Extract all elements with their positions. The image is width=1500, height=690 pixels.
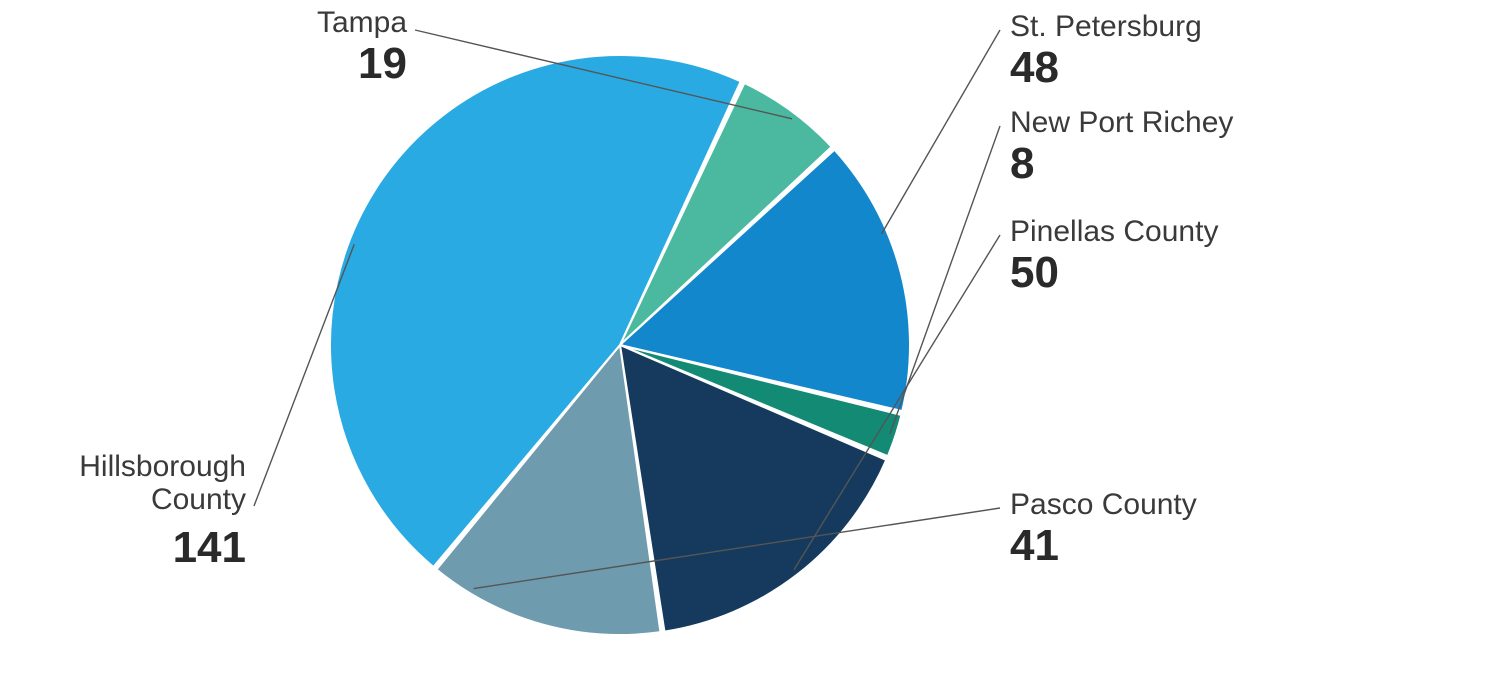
slice-label: Pasco County xyxy=(1010,488,1197,521)
leader-line xyxy=(882,30,1000,234)
slice-label-name: Hillsborough County xyxy=(79,450,246,516)
pie-chart-svg xyxy=(0,0,1500,690)
slice-value-text: 41 xyxy=(1010,522,1059,570)
slice-value: 8 xyxy=(1010,140,1034,188)
slice-value-text: 141 xyxy=(173,524,246,572)
slice-label: Pinellas County xyxy=(1010,215,1218,248)
slice-label-name: Pasco County xyxy=(1010,488,1197,521)
slice-label: Hillsborough County xyxy=(79,450,246,516)
slice-label: Tampa xyxy=(317,6,407,39)
slice-label-name: Tampa xyxy=(317,6,407,39)
slice-value: 19 xyxy=(358,40,407,88)
slice-value-text: 19 xyxy=(358,40,407,88)
slice-value: 141 xyxy=(173,524,246,572)
slice-value: 48 xyxy=(1010,44,1059,92)
slice-value: 41 xyxy=(1010,522,1059,570)
slice-label-name: St. Petersburg xyxy=(1010,10,1202,43)
slice-label-name: New Port Richey xyxy=(1010,106,1233,139)
slice-label-name: Pinellas County xyxy=(1010,215,1218,248)
slice-label: St. Petersburg xyxy=(1010,10,1202,43)
slice-value-text: 48 xyxy=(1010,44,1059,92)
slice-value-text: 50 xyxy=(1010,249,1059,297)
pie-chart-container: Tampa19 St. Petersburg48 New Port Richey8 P… xyxy=(0,0,1500,690)
slice-label: New Port Richey xyxy=(1010,106,1233,139)
slice-value: 50 xyxy=(1010,249,1059,297)
slice-value-text: 8 xyxy=(1010,140,1034,188)
